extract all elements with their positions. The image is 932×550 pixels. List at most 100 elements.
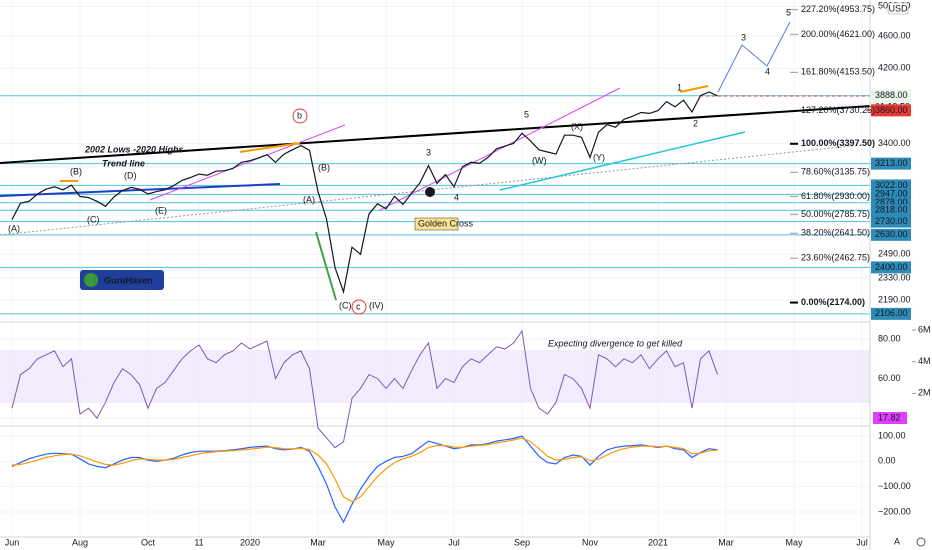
- x-tick-label: Jun: [5, 537, 20, 547]
- cross-marker: [425, 187, 435, 197]
- y-tick-label: 4600.00: [878, 30, 911, 40]
- annotation: (B): [70, 166, 82, 176]
- annotation: Expecting divergence to get killed: [548, 338, 683, 348]
- volume-tick-label: 6M: [918, 324, 931, 334]
- series-line: [11, 435, 718, 524]
- level-label-box: [871, 228, 911, 241]
- level-label: 2947.00: [875, 189, 908, 199]
- drawing: [679, 85, 709, 93]
- annotation: 1: [677, 82, 682, 92]
- annotation: (IV): [369, 300, 384, 310]
- annotation: GuruHaven: [104, 275, 153, 285]
- level-label: 2878.00: [875, 197, 908, 207]
- annotation: (Y): [593, 152, 605, 162]
- settings-icon[interactable]: [916, 537, 926, 547]
- label-box: [414, 217, 459, 231]
- x-tick-label: Mar: [310, 537, 326, 547]
- fib-label: 50.00%(2785.75): [801, 209, 870, 219]
- y-tick-label: −100.00: [878, 481, 911, 491]
- annotation: Trend line: [102, 158, 145, 168]
- last-price-label-box: [871, 89, 911, 102]
- x-tick-label: May: [785, 537, 803, 547]
- alert-label-box: [871, 104, 911, 117]
- y-tick-label: 0.00: [878, 456, 896, 466]
- annotation: (X): [571, 121, 583, 131]
- fib-label: 227.20%(4953.75): [801, 4, 875, 14]
- x-tick-label: May: [377, 537, 395, 547]
- last-price-label: 3888.00: [875, 90, 908, 100]
- annotation: (B): [318, 162, 330, 172]
- y-tick-label: 60.00: [878, 373, 901, 383]
- annotation: (W): [532, 155, 547, 165]
- channel: [149, 124, 346, 201]
- volume-label-box: [873, 412, 907, 424]
- logo-icon: [84, 273, 98, 287]
- series-line: [11, 329, 718, 449]
- annotation: 5: [524, 109, 529, 119]
- annotation: (C): [339, 300, 352, 310]
- level-label: 2400.00: [875, 262, 908, 272]
- annotation: b: [297, 110, 302, 120]
- annotation: 5: [786, 7, 791, 17]
- y-tick-label: 80.00: [878, 333, 901, 343]
- annotation: (A): [8, 223, 20, 233]
- level-label-box: [871, 307, 911, 320]
- volume-tick-label: 4M: [918, 356, 931, 366]
- fib-label: 200.00%(4621.00): [801, 29, 875, 39]
- level-label: 2106.00: [875, 308, 908, 318]
- fib-label: 127.20%(3730.25): [801, 105, 875, 115]
- drawing: [315, 231, 337, 301]
- y-tick-label: 3400.00: [878, 138, 911, 148]
- y-tick-label: 2490.00: [878, 249, 911, 259]
- ma-line: [499, 131, 746, 191]
- logo-box: [80, 270, 164, 290]
- x-tick-label: Jul: [448, 537, 460, 547]
- fib-label: 61.80%(2930.00): [801, 191, 870, 201]
- labels: Jun Aug Oct 11 2020 Mar May Jul Sep Nov 2021 Mar May…: [5, 1, 931, 548]
- level-label-box: [871, 261, 911, 274]
- drawing: [239, 142, 301, 153]
- alert-label: 3860.00: [875, 105, 908, 115]
- annotation: c: [356, 301, 361, 311]
- trendline: [0, 101, 932, 164]
- scale-mode[interactable]: A: [894, 536, 900, 546]
- x-tick-label: Oct: [141, 537, 156, 547]
- annotation: 4: [765, 66, 770, 76]
- fib-label: 23.60%(2462.75): [801, 253, 870, 263]
- level-label: 2630.00: [875, 229, 908, 239]
- channel: [379, 87, 621, 211]
- volume-label: 17.82: [878, 412, 901, 422]
- currency-box: [887, 2, 909, 15]
- y-tick-label: 4200.00: [878, 63, 911, 73]
- x-tick-label: Mar: [718, 537, 734, 547]
- x-tick-label: 2020: [240, 537, 260, 547]
- fib-label: 38.20%(2641.50): [801, 228, 870, 238]
- fib-label: 100.00%(3397.50): [801, 138, 875, 148]
- series-line: [11, 91, 718, 295]
- fib-label: 0.00%(2174.00): [801, 297, 865, 307]
- fib-label: 78.60%(3135.75): [801, 167, 870, 177]
- marks: [11, 91, 718, 524]
- x-tick-label: Sep: [514, 537, 530, 547]
- x-tick-label: Nov: [582, 537, 599, 547]
- level-label-box: [871, 157, 911, 170]
- x-tick-label: Aug: [72, 537, 88, 547]
- annotation: 2: [693, 118, 698, 128]
- annotation: (C): [87, 214, 100, 224]
- annotation: (D): [124, 170, 137, 180]
- fib-label: 161.80%(4153.50): [801, 67, 875, 77]
- annotation: 3: [741, 32, 746, 42]
- annotation: 2002 Lows -2020 Highs: [84, 144, 184, 154]
- wave-circle: [292, 108, 308, 124]
- projection: [717, 21, 791, 93]
- level-label-box: [871, 215, 911, 228]
- annotation: 4: [454, 192, 459, 202]
- wave-circle: [351, 299, 367, 315]
- annotation: Golden Cross: [418, 218, 474, 228]
- level-label: 3213.00: [875, 158, 908, 168]
- currency: USD: [888, 3, 908, 13]
- x-tick-label: Jul: [856, 537, 868, 547]
- x-tick-label: 2021: [648, 537, 668, 547]
- annotation: (E): [155, 205, 167, 215]
